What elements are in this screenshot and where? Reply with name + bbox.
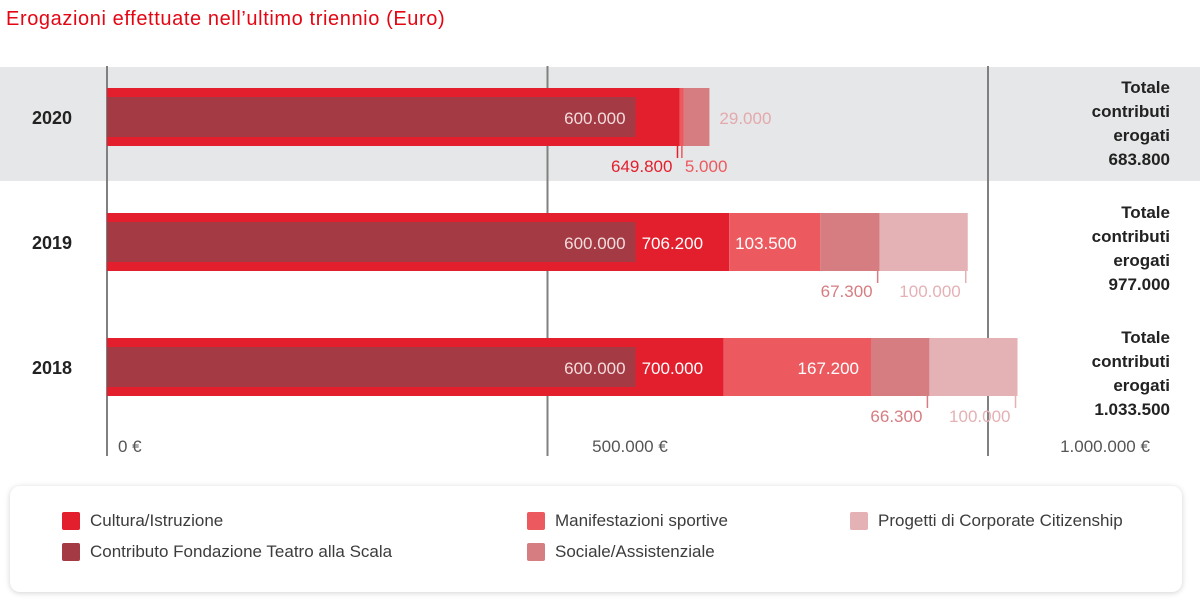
value-label-sportive-2018: 167.200: [798, 359, 859, 378]
legend-label-sociale: Sociale/Assistenziale: [555, 542, 715, 561]
total-line-3-2018: 1.033.500: [1094, 400, 1170, 419]
value-label-cultura-2020: 649.800: [611, 157, 672, 176]
value-label-cultura-2019: 706.200: [642, 234, 703, 253]
total-line-2-2019: erogati: [1113, 251, 1170, 270]
chart-title: Erogazioni effettuate nell’ultimo trienn…: [6, 8, 446, 30]
legend-item-sociale: Sociale/Assistenziale: [527, 542, 715, 562]
value-label-fondazione-2018: 600.000: [564, 359, 625, 378]
total-line-3-2020: 683.800: [1109, 150, 1170, 169]
total-line-2-2020: erogati: [1113, 126, 1170, 145]
bar-sportive-2019: [729, 213, 821, 271]
legend-label-citizenship: Progetti di Corporate Citizenship: [878, 511, 1123, 530]
bar-sportive-2020: [679, 88, 684, 146]
bar-sportive-2018: [723, 338, 872, 396]
bar-sociale-2019: [820, 213, 880, 271]
bar-fondazione-2020: [107, 97, 636, 137]
total-line-0-2020: Totale: [1121, 78, 1170, 97]
total-line-3-2019: 977.000: [1109, 275, 1170, 294]
value-label-sociale-2018: 66.300: [870, 407, 922, 426]
value-label-sportive-2020: 5.000: [685, 157, 728, 176]
legend-label-sportive: Manifestazioni sportive: [555, 511, 728, 530]
value-label-sociale-2020: 29.000: [719, 109, 771, 128]
bar-citizenship-2018: [929, 338, 1018, 396]
bar-sociale-2020: [683, 88, 710, 146]
legend-swatch-citizenship: [850, 512, 868, 530]
value-label-citizenship-2019: 100.000: [899, 282, 960, 301]
total-line-0-2019: Totale: [1121, 203, 1170, 222]
total-line-1-2020: contributi: [1092, 102, 1170, 121]
total-line-0-2018: Totale: [1121, 328, 1170, 347]
value-label-sportive-2019: 103.500: [735, 234, 796, 253]
x-tick-label-1: 500.000 €: [592, 437, 668, 456]
legend-label-cultura: Cultura/Istruzione: [90, 511, 224, 530]
legend: Cultura/Istruzione Contributo Fondazione…: [10, 486, 1182, 592]
legend-item-fondazione: Contributo Fondazione Teatro alla Scala: [62, 542, 392, 562]
bar-chart: 0 € 500.000 € 1.000.000 € 2020 600.000 649.80…: [0, 66, 1200, 456]
legend-item-citizenship: Progetti di Corporate Citizenship: [850, 511, 1123, 531]
bar-fondazione-2018: [107, 347, 636, 387]
legend-swatch-sportive: [527, 512, 545, 530]
value-label-fondazione-2020: 600.000: [564, 109, 625, 128]
x-tick-label-2: 1.000.000 €: [1060, 437, 1150, 456]
total-line-1-2018: contributi: [1092, 352, 1170, 371]
total-line-2-2018: erogati: [1113, 376, 1170, 395]
legend-item-sportive: Manifestazioni sportive: [527, 511, 728, 531]
category-label-2019: 2019: [32, 233, 72, 253]
legend-swatch-cultura: [62, 512, 80, 530]
legend-item-cultura: Cultura/Istruzione: [62, 511, 223, 531]
value-label-citizenship-2018: 100.000: [949, 407, 1010, 426]
legend-swatch-sociale: [527, 543, 545, 561]
bar-sociale-2018: [871, 338, 930, 396]
total-line-1-2019: contributi: [1092, 227, 1170, 246]
category-label-2018: 2018: [32, 358, 72, 378]
legend-label-fondazione: Contributo Fondazione Teatro alla Scala: [90, 542, 393, 561]
value-label-cultura-2018: 700.000: [642, 359, 703, 378]
bar-citizenship-2019: [879, 213, 968, 271]
value-label-sociale-2019: 67.300: [821, 282, 873, 301]
bar-fondazione-2019: [107, 222, 636, 262]
value-label-fondazione-2019: 600.000: [564, 234, 625, 253]
x-tick-label-0: 0 €: [118, 437, 142, 456]
category-label-2020: 2020: [32, 108, 72, 128]
legend-swatch-fondazione: [62, 543, 80, 561]
